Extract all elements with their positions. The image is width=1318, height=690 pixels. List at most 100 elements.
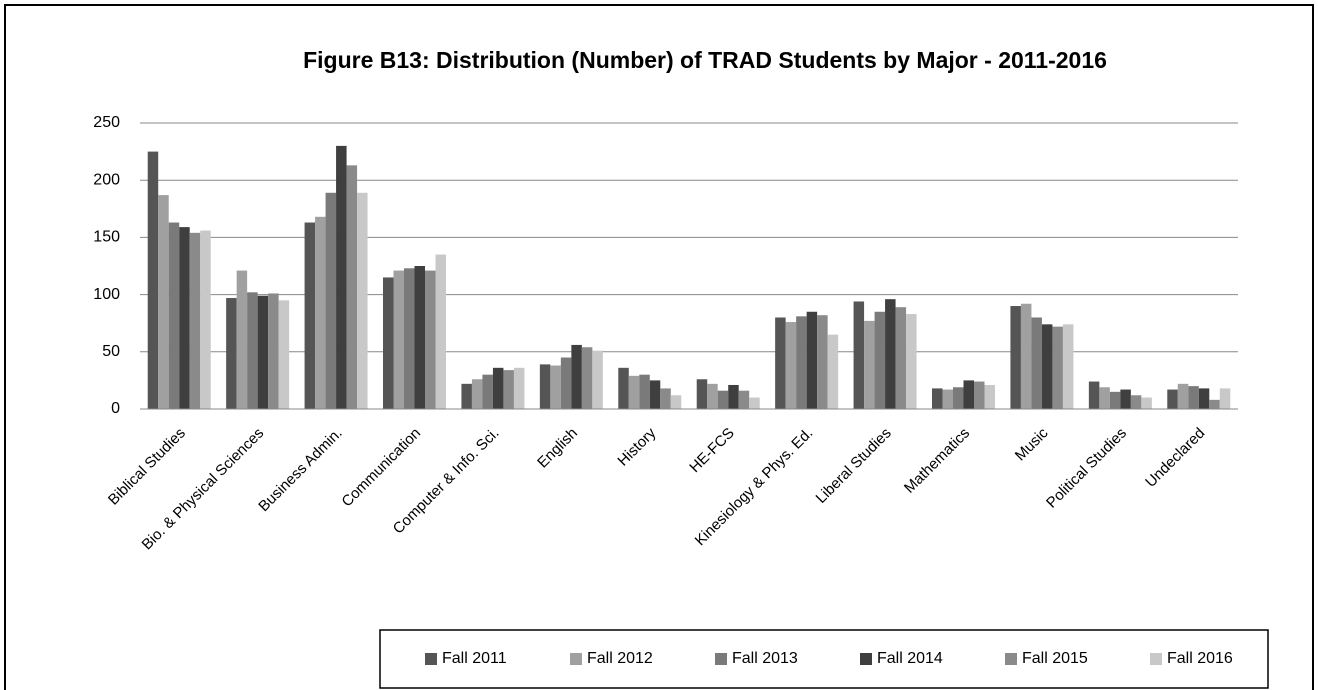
bar (1020, 303, 1032, 409)
bar (247, 292, 258, 409)
bar (1052, 326, 1063, 409)
legend-label: Fall 2013 (732, 650, 798, 667)
bar (618, 367, 629, 409)
bar (482, 374, 493, 409)
bar (1109, 391, 1121, 409)
bar (660, 388, 671, 409)
bar (1177, 383, 1189, 409)
bar (953, 387, 964, 409)
bar (503, 370, 514, 409)
bar (236, 270, 248, 409)
y-tick-label: 0 (111, 400, 120, 417)
bar (404, 268, 415, 409)
bar (1188, 386, 1199, 409)
bar (670, 395, 682, 409)
bar (649, 380, 661, 409)
legend-box (379, 629, 1269, 689)
bar (1088, 381, 1100, 409)
bar (942, 389, 953, 409)
bar (346, 165, 358, 409)
chart-border (4, 4, 1314, 690)
bar (728, 384, 739, 409)
bar (806, 311, 818, 409)
bar (707, 383, 718, 409)
bar (1099, 387, 1110, 409)
bar (539, 364, 551, 409)
bar (278, 300, 290, 409)
bar (895, 307, 907, 409)
legend-swatch (570, 653, 582, 665)
bar (628, 375, 640, 409)
bar (874, 311, 886, 409)
y-tick-label: 50 (102, 343, 120, 360)
legend-swatch (1005, 653, 1017, 665)
bar (1141, 397, 1152, 409)
legend-swatch (715, 653, 727, 665)
bar (796, 316, 807, 409)
bar (315, 216, 326, 409)
bar (1219, 388, 1231, 409)
bar (581, 347, 593, 409)
bar (717, 390, 729, 409)
bar (425, 270, 436, 409)
legend-label: Fall 2016 (1167, 650, 1233, 667)
legend-label: Fall 2015 (1022, 650, 1088, 667)
bar (325, 192, 337, 409)
bar (785, 322, 797, 409)
chart-title: Figure B13: Distribution (Number) of TRA… (303, 47, 1107, 73)
bar (168, 222, 180, 409)
legend-swatch (1150, 653, 1162, 665)
bar (906, 314, 917, 409)
bar (1031, 317, 1042, 409)
bar (461, 383, 472, 409)
bar (414, 266, 425, 409)
bar (226, 298, 237, 409)
bar (1167, 389, 1178, 409)
bar (492, 367, 504, 409)
bar (1062, 324, 1074, 409)
bar (827, 334, 839, 409)
bar (738, 390, 750, 409)
y-tick-label: 100 (93, 286, 120, 303)
bar (513, 367, 525, 409)
bar (974, 381, 985, 409)
y-tick-label: 150 (93, 229, 120, 246)
bar (179, 227, 190, 409)
bar (257, 295, 269, 409)
legend-label: Fall 2011 (442, 650, 507, 667)
bar (471, 379, 483, 409)
bar (268, 293, 279, 409)
bar (963, 380, 974, 409)
bar (1198, 388, 1210, 409)
bar (696, 379, 708, 409)
bar (383, 277, 394, 409)
legend-swatch (425, 653, 437, 665)
bar (639, 374, 650, 409)
bar (550, 365, 561, 409)
bar (336, 145, 347, 409)
y-tick-label: 250 (93, 114, 120, 131)
bar (357, 192, 368, 409)
bar (1041, 324, 1053, 409)
bar (853, 301, 865, 409)
bar (158, 195, 169, 409)
bar (200, 230, 211, 409)
bar (1010, 306, 1021, 409)
bar (864, 320, 875, 409)
bar (749, 397, 760, 409)
bar (817, 315, 828, 409)
bar (1209, 399, 1220, 409)
legend-label: Fall 2012 (587, 650, 653, 667)
y-tick-label: 200 (93, 171, 120, 188)
bar (189, 232, 201, 409)
bar (147, 151, 159, 409)
bar (592, 350, 603, 409)
bar (775, 317, 786, 409)
bar (1120, 389, 1131, 409)
legend-label: Fall 2014 (877, 650, 943, 667)
bar (435, 254, 446, 409)
bar (932, 388, 943, 409)
bar (885, 299, 896, 409)
bar (984, 384, 995, 409)
